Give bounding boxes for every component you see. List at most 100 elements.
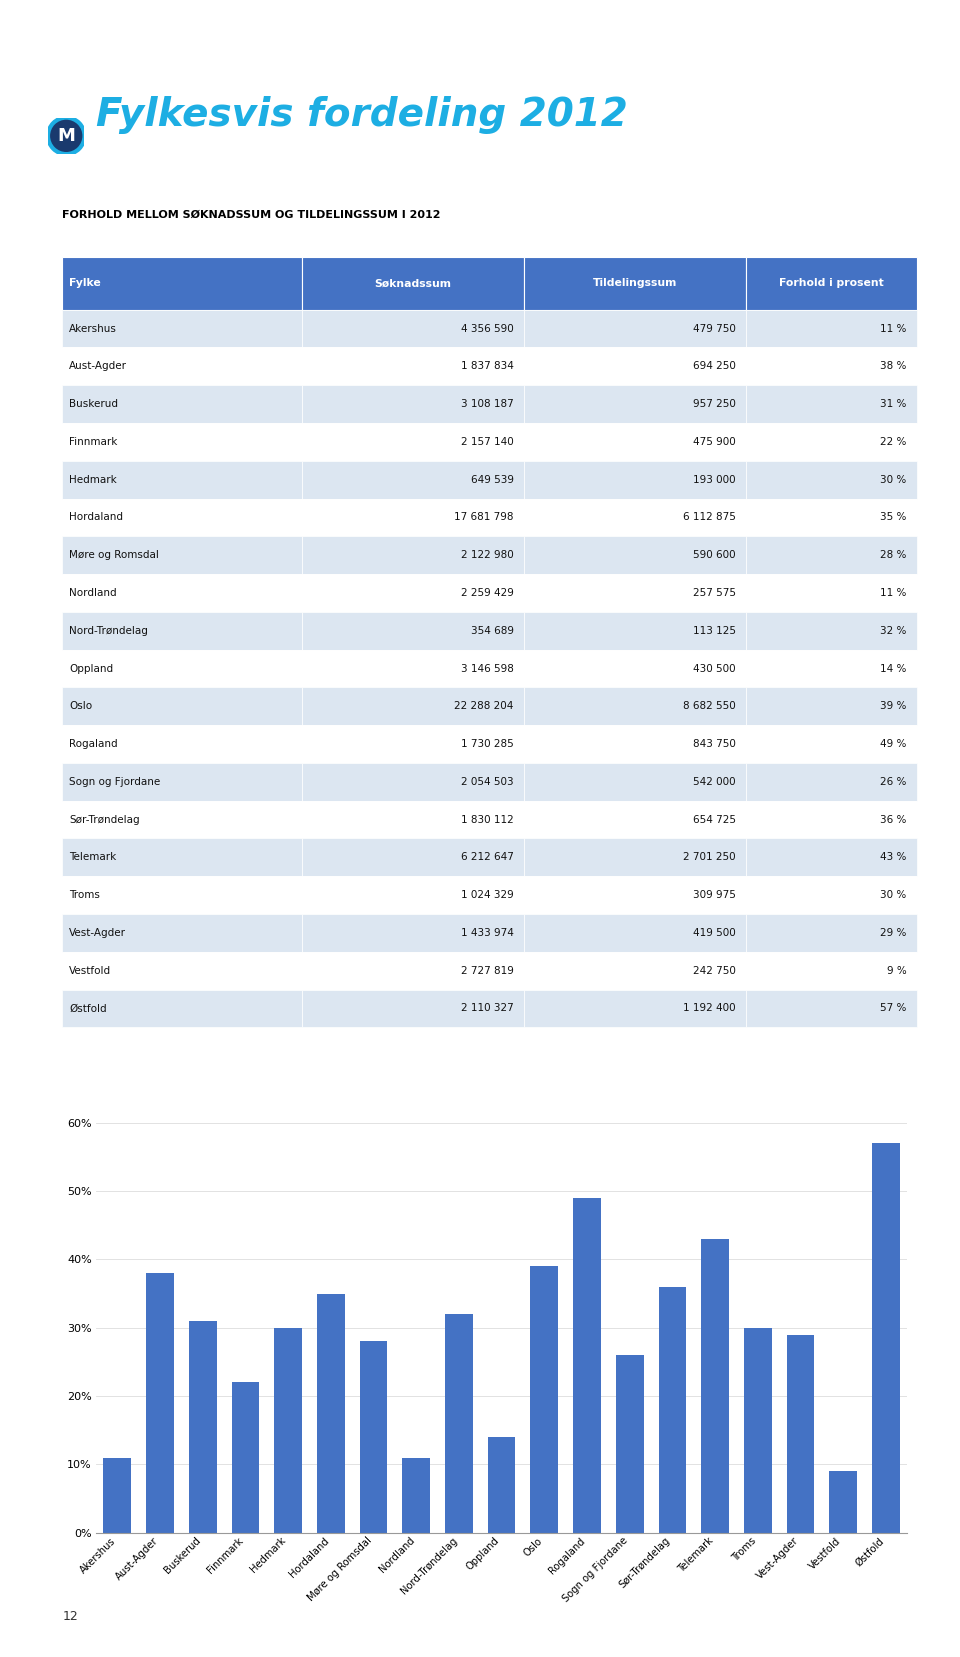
- Bar: [701, 1239, 729, 1533]
- Bar: [524, 537, 746, 573]
- Text: 2 110 327: 2 110 327: [461, 1004, 514, 1014]
- Text: 354 689: 354 689: [470, 626, 514, 636]
- Text: 257 575: 257 575: [693, 588, 735, 598]
- Text: Møre og Romsdal: Møre og Romsdal: [69, 550, 159, 560]
- Bar: [301, 461, 524, 499]
- Bar: [62, 310, 301, 348]
- Text: Akershus: Akershus: [69, 323, 117, 333]
- Bar: [146, 1273, 174, 1533]
- Text: 22 288 204: 22 288 204: [454, 701, 514, 711]
- Bar: [62, 386, 301, 423]
- Text: 2 727 819: 2 727 819: [461, 966, 514, 976]
- Text: 309 975: 309 975: [693, 890, 735, 900]
- Bar: [746, 915, 917, 951]
- Bar: [524, 573, 746, 611]
- Text: Forhold i prosent: Forhold i prosent: [779, 278, 884, 288]
- Bar: [301, 611, 524, 650]
- Text: 14 %: 14 %: [880, 663, 906, 673]
- Bar: [746, 726, 917, 762]
- Bar: [746, 573, 917, 611]
- Bar: [573, 1198, 601, 1533]
- Text: Vest-Agder: Vest-Agder: [69, 928, 126, 938]
- Bar: [301, 537, 524, 573]
- Bar: [524, 838, 746, 877]
- Bar: [104, 1458, 132, 1533]
- Circle shape: [48, 118, 84, 154]
- Bar: [524, 310, 746, 348]
- Text: 43 %: 43 %: [880, 852, 906, 862]
- Bar: [524, 877, 746, 915]
- Bar: [744, 1327, 772, 1533]
- Bar: [524, 348, 746, 386]
- Text: Fylkesvis fordeling 2012: Fylkesvis fordeling 2012: [96, 96, 628, 134]
- Text: 11 %: 11 %: [880, 588, 906, 598]
- Bar: [524, 989, 746, 1027]
- Text: 9 %: 9 %: [887, 966, 906, 976]
- Bar: [62, 877, 301, 915]
- Bar: [62, 688, 301, 726]
- Text: Nord-Trøndelag: Nord-Trøndelag: [69, 626, 148, 636]
- Text: 419 500: 419 500: [693, 928, 735, 938]
- Text: 29 %: 29 %: [880, 928, 906, 938]
- Text: 242 750: 242 750: [693, 966, 735, 976]
- Text: M: M: [58, 128, 75, 144]
- Text: 39 %: 39 %: [880, 701, 906, 711]
- Text: 957 250: 957 250: [693, 399, 735, 409]
- Bar: [62, 423, 301, 461]
- Bar: [189, 1321, 217, 1533]
- Bar: [301, 951, 524, 989]
- Text: Vestfold: Vestfold: [69, 966, 111, 976]
- Text: 6 212 647: 6 212 647: [461, 852, 514, 862]
- Bar: [488, 1437, 516, 1533]
- Bar: [62, 611, 301, 650]
- Text: 35 %: 35 %: [880, 512, 906, 522]
- Text: 1 192 400: 1 192 400: [684, 1004, 735, 1014]
- Text: 2 054 503: 2 054 503: [461, 777, 514, 787]
- Bar: [615, 1355, 643, 1533]
- Text: 36 %: 36 %: [880, 815, 906, 825]
- Bar: [301, 726, 524, 762]
- Bar: [62, 726, 301, 762]
- Bar: [62, 915, 301, 951]
- Text: 12: 12: [62, 1611, 78, 1622]
- Bar: [317, 1294, 345, 1533]
- Text: Årsmelding: Årsmelding: [5, 933, 16, 989]
- Bar: [301, 573, 524, 611]
- Bar: [62, 257, 301, 310]
- Text: Oslo: Oslo: [69, 701, 92, 711]
- Bar: [62, 762, 301, 800]
- Bar: [62, 348, 301, 386]
- Text: 26 %: 26 %: [880, 777, 906, 787]
- Text: 2 701 250: 2 701 250: [684, 852, 735, 862]
- Bar: [524, 257, 746, 310]
- Text: 590 600: 590 600: [693, 550, 735, 560]
- Text: 3 146 598: 3 146 598: [461, 663, 514, 673]
- Bar: [746, 650, 917, 688]
- Bar: [746, 310, 917, 348]
- Text: 1 837 834: 1 837 834: [461, 361, 514, 371]
- Bar: [62, 800, 301, 838]
- Text: Finnmark: Finnmark: [69, 437, 118, 447]
- Text: 3 108 187: 3 108 187: [461, 399, 514, 409]
- Text: Sør-Trøndelag: Sør-Trøndelag: [69, 815, 140, 825]
- Text: 32 %: 32 %: [880, 626, 906, 636]
- Text: 542 000: 542 000: [693, 777, 735, 787]
- Bar: [360, 1342, 388, 1533]
- Text: FORHOLD MELLOM SØKNADSSUM OG TILDELINGSSUM I 2012: FORHOLD MELLOM SØKNADSSUM OG TILDELINGSS…: [62, 209, 441, 220]
- Text: Buskerud: Buskerud: [69, 399, 118, 409]
- Bar: [301, 838, 524, 877]
- Bar: [829, 1471, 857, 1533]
- Text: 2 122 980: 2 122 980: [461, 550, 514, 560]
- Text: Aust-Agder: Aust-Agder: [69, 361, 128, 371]
- Bar: [786, 1334, 814, 1533]
- Bar: [524, 499, 746, 537]
- Text: Rogaland: Rogaland: [69, 739, 118, 749]
- Text: Østfold: Østfold: [69, 1004, 107, 1014]
- Bar: [62, 838, 301, 877]
- Text: 475 900: 475 900: [693, 437, 735, 447]
- Text: Søknadssum: Søknadssum: [374, 278, 451, 288]
- Text: Troms: Troms: [69, 890, 100, 900]
- Text: 654 725: 654 725: [693, 815, 735, 825]
- Text: Oppland: Oppland: [69, 663, 113, 673]
- Bar: [62, 650, 301, 688]
